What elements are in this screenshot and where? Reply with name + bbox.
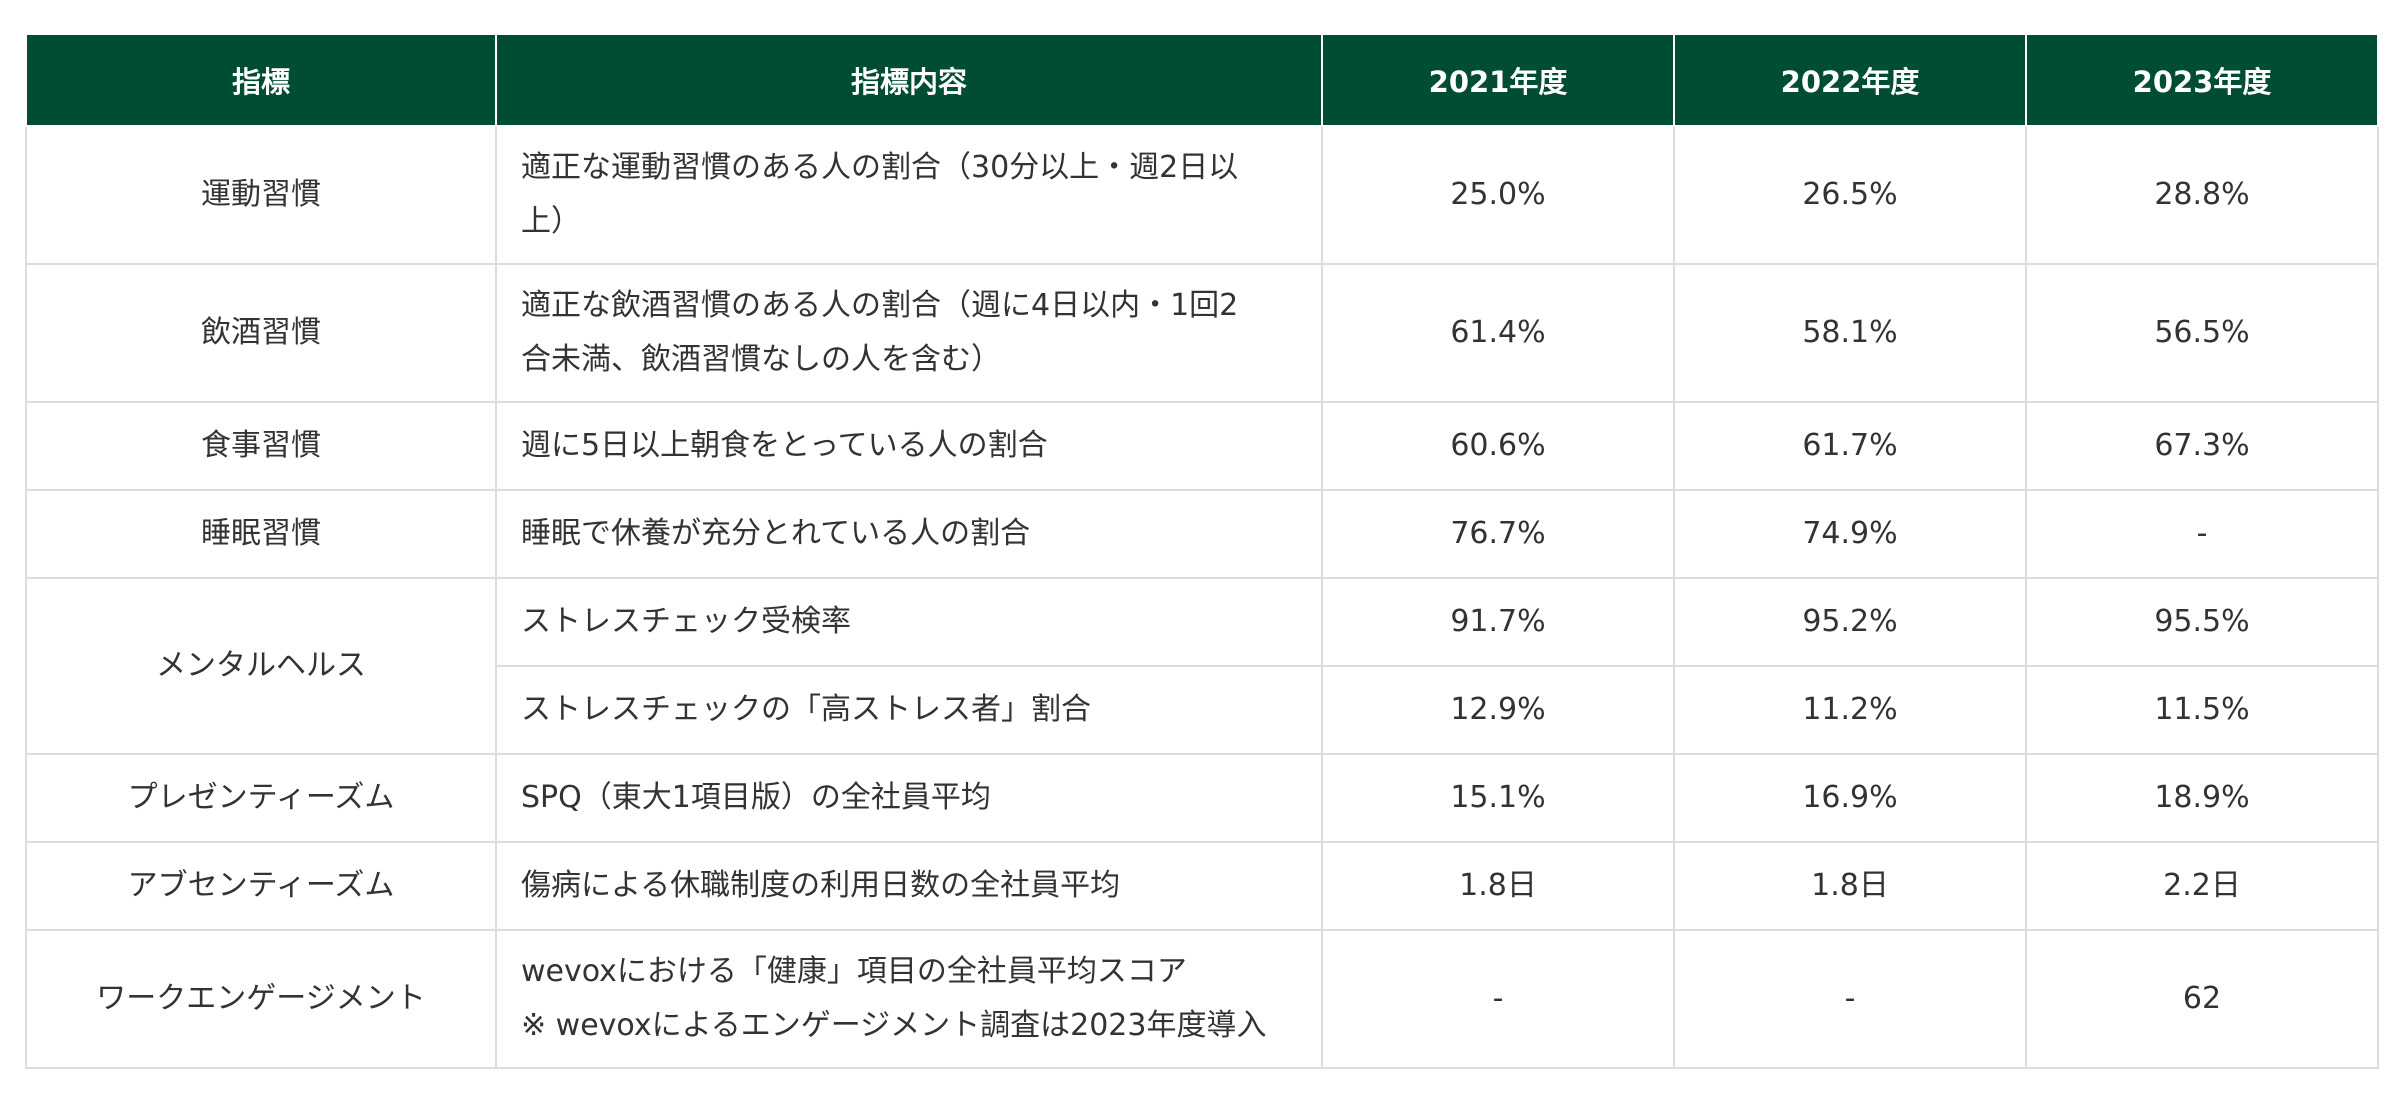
header-indicator: 指標 — [25, 33, 497, 127]
indicator-cell: アブセンティーズム — [25, 841, 497, 931]
value-2021: - — [1321, 929, 1675, 1069]
content-cell: wevoxにおける「健康」項目の全社員平均スコア ※ wevoxによるエンゲージ… — [495, 929, 1323, 1069]
value-2022: 1.8日 — [1673, 841, 2027, 931]
value-2022: 61.7% — [1673, 401, 2027, 491]
value-2023: 28.8% — [2025, 125, 2379, 265]
value-2022: 74.9% — [1673, 489, 2027, 579]
value-2021: 76.7% — [1321, 489, 1675, 579]
value-2022: 16.9% — [1673, 753, 2027, 843]
content-line: wevoxにおける「健康」項目の全社員平均スコア — [521, 954, 1187, 989]
indicator-cell: 食事習慣 — [25, 401, 497, 491]
content-line: 適正な運動習慣のある人の割合（30分以上・週2日以 — [521, 150, 1239, 185]
indicator-cell: 運動習慣 — [25, 125, 497, 265]
content-line: SPQ（東大1項目版）の全社員平均 — [521, 780, 991, 815]
header-2022: 2022年度 — [1673, 33, 2027, 127]
indicator-cell: 睡眠習慣 — [25, 489, 497, 579]
indicator-cell: プレゼンティーズム — [25, 753, 497, 843]
value-2023: 62 — [2025, 929, 2379, 1069]
value-2021: 12.9% — [1321, 665, 1675, 755]
table-row: 睡眠習慣 睡眠で休養が充分とれている人の割合 76.7% 74.9% - — [25, 489, 2379, 579]
table-row: ストレスチェックの「高ストレス者」割合 12.9% 11.2% 11.5% — [26, 665, 2379, 755]
value-2021: 15.1% — [1321, 753, 1675, 843]
content-line: 合未満、飲酒習慣なしの人を含む） — [521, 342, 1001, 377]
value-2022: 26.5% — [1673, 125, 2027, 265]
header-2023: 2023年度 — [2025, 33, 2379, 127]
table-row: 食事習慣 週に5日以上朝食をとっている人の割合 60.6% 61.7% 67.3… — [25, 401, 2379, 491]
indicator-cell-mental-health: メンタルヘルス — [25, 577, 497, 755]
table-row: アブセンティーズム 傷病による休職制度の利用日数の全社員平均 1.8日 1.8日… — [25, 841, 2379, 931]
table-row: 飲酒習慣 適正な飲酒習慣のある人の割合（週に4日以内・1回2 合未満、飲酒習慣な… — [25, 263, 2379, 403]
content-cell: ストレスチェック受検率 — [495, 577, 1323, 667]
table-row: プレゼンティーズム SPQ（東大1項目版）の全社員平均 15.1% 16.9% … — [25, 753, 2379, 843]
header-2021: 2021年度 — [1321, 33, 1675, 127]
content-line: 傷病による休職制度の利用日数の全社員平均 — [521, 868, 1121, 903]
indicator-cell: ワークエンゲージメント — [25, 929, 497, 1069]
value-2023: 67.3% — [2025, 401, 2379, 491]
value-2022: 95.2% — [1673, 577, 2027, 667]
content-line: ストレスチェック受検率 — [521, 604, 851, 639]
value-2022: 11.2% — [1673, 665, 2027, 755]
value-2022: 58.1% — [1673, 263, 2027, 403]
value-2023: 11.5% — [2025, 665, 2379, 755]
content-cell: ストレスチェックの「高ストレス者」割合 — [495, 665, 1323, 755]
table-row: メンタルヘルス ストレスチェック受検率 91.7% 95.2% 95.5% — [25, 577, 2379, 755]
value-2023: 95.5% — [2025, 577, 2379, 667]
indicator-cell: 飲酒習慣 — [25, 263, 497, 403]
value-2023: 2.2日 — [2025, 841, 2379, 931]
content-cell: 適正な運動習慣のある人の割合（30分以上・週2日以 上） — [495, 125, 1323, 265]
content-line: ストレスチェックの「高ストレス者」割合 — [521, 692, 1091, 727]
table-row: ワークエンゲージメント wevoxにおける「健康」項目の全社員平均スコア ※ w… — [25, 929, 2379, 1069]
value-2021: 25.0% — [1321, 125, 1675, 265]
content-line-note: ※ wevoxによるエンゲージメント調査は2023年度導入 — [521, 1008, 1267, 1043]
content-line: 適正な飲酒習慣のある人の割合（週に4日以内・1回2 — [521, 288, 1239, 323]
content-cell: 週に5日以上朝食をとっている人の割合 — [495, 401, 1323, 491]
content-line: 睡眠で休養が充分とれている人の割合 — [521, 516, 1031, 551]
table-row: 運動習慣 適正な運動習慣のある人の割合（30分以上・週2日以 上） 25.0% … — [25, 125, 2379, 265]
value-2021: 1.8日 — [1321, 841, 1675, 931]
value-2023: 56.5% — [2025, 263, 2379, 403]
content-line: 週に5日以上朝食をとっている人の割合 — [521, 428, 1048, 463]
value-2021: 91.7% — [1321, 577, 1675, 667]
table-header-row: 指標 指標内容 2021年度 2022年度 2023年度 — [25, 33, 2379, 127]
value-2022: - — [1673, 929, 2027, 1069]
content-cell: SPQ（東大1項目版）の全社員平均 — [495, 753, 1323, 843]
value-2021: 61.4% — [1321, 263, 1675, 403]
indicator-table-container: 指標 指標内容 2021年度 2022年度 2023年度 運動習慣 適正な運動習… — [25, 33, 2379, 1069]
content-cell: 適正な飲酒習慣のある人の割合（週に4日以内・1回2 合未満、飲酒習慣なしの人を含… — [495, 263, 1323, 403]
content-line: 上） — [521, 204, 581, 239]
content-cell: 傷病による休職制度の利用日数の全社員平均 — [495, 841, 1323, 931]
header-indicator-content: 指標内容 — [495, 33, 1323, 127]
content-cell: 睡眠で休養が充分とれている人の割合 — [495, 489, 1323, 579]
value-2023: 18.9% — [2025, 753, 2379, 843]
value-2021: 60.6% — [1321, 401, 1675, 491]
health-indicator-table: 指標 指標内容 2021年度 2022年度 2023年度 運動習慣 適正な運動習… — [25, 33, 2379, 1069]
value-2023: - — [2025, 489, 2379, 579]
